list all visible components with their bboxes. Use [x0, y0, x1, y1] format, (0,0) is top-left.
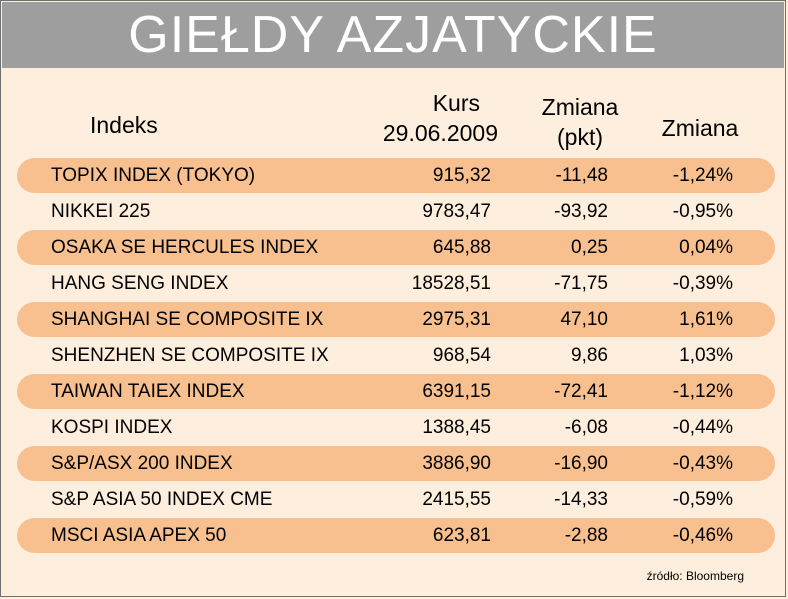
- header-change-percent: Zmiana: [661, 115, 739, 141]
- index-change-percent: 1,61%: [679, 309, 733, 330]
- index-change-percent: 1,03%: [679, 345, 733, 366]
- table-row: HANG SENG INDEX 18528,51 -71,75 -0,39%: [17, 266, 775, 301]
- source-note: źródło: Bloomberg: [646, 569, 744, 583]
- header-change-points-line1: Zmiana: [541, 94, 619, 120]
- index-rate: 18528,51: [411, 273, 491, 294]
- index-change-percent: -0,59%: [672, 489, 733, 510]
- header-change-points: Zmiana (pkt): [520, 92, 640, 152]
- table-row: S&P/ASX 200 INDEX 3886,90 -16,90 -0,43%: [17, 446, 775, 481]
- table-row: NIKKEI 225 9783,47 -93,92 -0,95%: [17, 194, 775, 229]
- table-row: MSCI ASIA APEX 50 623,81 -2,88 -0,46%: [17, 518, 775, 553]
- index-change-percent: -1,12%: [672, 381, 733, 402]
- index-change-points: -71,75: [554, 273, 608, 294]
- index-rate: 1388,45: [422, 417, 491, 438]
- index-name: S&P ASIA 50 INDEX CME: [51, 489, 273, 510]
- header-rate-line2: 29.06.2009: [382, 120, 498, 146]
- index-change-points: 9,86: [571, 345, 608, 366]
- index-rate: 3886,90: [422, 453, 491, 474]
- index-change-points: 0,25: [571, 237, 608, 258]
- title-bar: GIEŁDY AZJATYCKIE: [2, 2, 784, 68]
- index-change-percent: -0,44%: [672, 417, 733, 438]
- table-row: KOSPI INDEX 1388,45 -6,08 -0,44%: [17, 410, 775, 445]
- index-name: KOSPI INDEX: [51, 417, 173, 438]
- index-rate: 2415,55: [422, 489, 491, 510]
- table-row: TOPIX INDEX (TOKYO) 915,32 -11,48 -1,24%: [17, 158, 775, 193]
- table-row: SHANGHAI SE COMPOSITE IX 2975,31 47,10 1,61…: [17, 302, 775, 337]
- index-change-percent: -1,24%: [672, 165, 733, 186]
- index-name: MSCI ASIA APEX 50: [51, 525, 227, 546]
- table-row: SHENZHEN SE COMPOSITE IX 968,54 9,86 1,03%: [17, 338, 775, 373]
- table-row: OSAKA SE HERCULES INDEX 645,88 0,25 0,04%: [17, 230, 775, 265]
- index-change-points: -93,92: [554, 201, 608, 222]
- index-change-points: -16,90: [554, 453, 608, 474]
- index-change-points: 47,10: [560, 309, 608, 330]
- header-index: Indeks: [90, 112, 158, 138]
- index-change-points: -2,88: [564, 525, 608, 546]
- index-change-points: -6,08: [564, 417, 608, 438]
- index-change-percent: -0,39%: [672, 273, 733, 294]
- index-name: SHENZHEN SE COMPOSITE IX: [51, 345, 329, 366]
- header-rate: Kurs 29.06.2009: [352, 88, 498, 148]
- index-rate: 968,54: [432, 345, 491, 366]
- header-rate-line1: Kurs: [432, 90, 480, 116]
- index-name: S&P/ASX 200 INDEX: [51, 453, 233, 474]
- table-row: TAIWAN TAIEX INDEX 6391,15 -72,41 -1,12%: [17, 374, 775, 409]
- index-rate: 623,81: [432, 525, 491, 546]
- index-rate: 645,88: [432, 237, 491, 258]
- table-row: S&P ASIA 50 INDEX CME 2415,55 -14,33 -0,59%: [17, 482, 775, 517]
- index-name: TAIWAN TAIEX INDEX: [51, 381, 245, 402]
- index-rate: 2975,31: [422, 309, 491, 330]
- index-name: TOPIX INDEX (TOKYO): [51, 165, 256, 186]
- index-change-percent: -0,95%: [672, 201, 733, 222]
- index-change-points: -11,48: [555, 165, 608, 186]
- index-rate: 9783,47: [422, 201, 491, 222]
- index-change-percent: -0,46%: [672, 525, 733, 546]
- index-name: SHANGHAI SE COMPOSITE IX: [51, 309, 324, 330]
- index-name: NIKKEI 225: [51, 201, 151, 222]
- index-rate: 915,32: [432, 165, 491, 186]
- index-name: OSAKA SE HERCULES INDEX: [51, 237, 319, 258]
- header-change-points-line2: (pkt): [557, 124, 603, 150]
- index-rate: 6391,15: [422, 381, 491, 402]
- index-change-percent: 0,04%: [679, 237, 733, 258]
- index-change-points: -14,33: [554, 489, 608, 510]
- index-change-percent: -0,43%: [672, 453, 733, 474]
- index-change-points: -72,41: [554, 381, 608, 402]
- index-name: HANG SENG INDEX: [51, 273, 229, 294]
- page-title: GIEŁDY AZJATYCKIE: [128, 6, 658, 64]
